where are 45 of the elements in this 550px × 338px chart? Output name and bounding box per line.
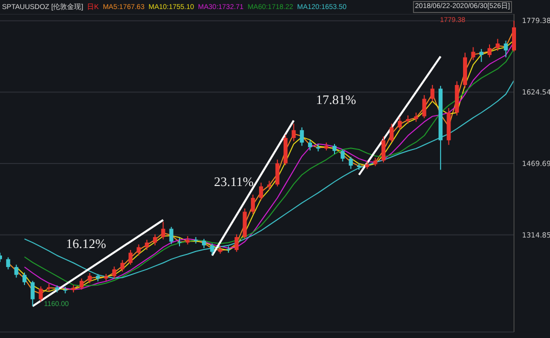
candlestick <box>14 264 18 278</box>
candlestick <box>430 84 434 102</box>
candlestick <box>250 194 255 215</box>
line-series <box>24 80 514 279</box>
candlestick <box>259 182 264 201</box>
candlestick <box>300 126 304 146</box>
candlestick <box>169 226 174 244</box>
candlestick <box>471 46 476 61</box>
candlestick <box>267 180 272 191</box>
candlestick <box>422 94 426 119</box>
candlestick <box>210 243 214 256</box>
candlestick <box>496 38 500 52</box>
candlestick <box>22 272 26 286</box>
candlestick <box>80 278 84 290</box>
candlestick <box>504 40 508 58</box>
candlestick <box>88 272 92 284</box>
candlestick <box>390 123 394 143</box>
candlestick <box>398 116 402 131</box>
candlestick <box>348 156 353 170</box>
candlestick <box>30 280 35 307</box>
candlestick <box>332 143 337 155</box>
candlestick <box>340 148 345 162</box>
annotation: 23.11% <box>214 174 254 190</box>
candlestick <box>308 138 312 151</box>
candlestick <box>275 159 280 187</box>
candlestick <box>414 112 418 122</box>
annotation: 16.12% <box>66 236 106 252</box>
candlestick <box>512 20 516 52</box>
candlestick <box>234 234 239 252</box>
candlestick <box>202 238 206 249</box>
candlestick <box>136 244 141 256</box>
candlestick <box>144 239 149 250</box>
candlestick <box>488 44 492 58</box>
candlestick <box>38 286 43 302</box>
candlestick <box>153 234 158 246</box>
candlestick <box>161 221 166 240</box>
candlestick <box>177 237 182 247</box>
candlestick <box>6 256 10 270</box>
candlestick <box>292 123 296 142</box>
annotation: 17.81% <box>316 92 356 108</box>
candlestick <box>381 136 386 163</box>
candlestick <box>112 266 116 280</box>
candlestick <box>128 249 133 266</box>
candlestick <box>479 48 484 62</box>
candlestick <box>120 260 124 272</box>
